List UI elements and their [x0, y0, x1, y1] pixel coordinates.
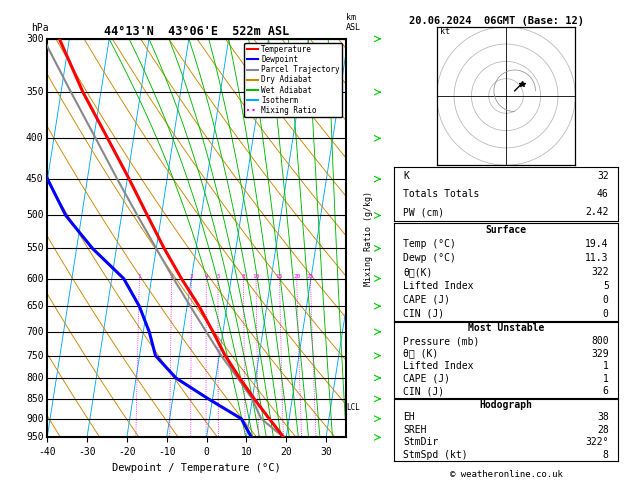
Text: 1: 1: [603, 361, 609, 371]
Text: 20.06.2024  06GMT (Base: 12): 20.06.2024 06GMT (Base: 12): [409, 16, 584, 26]
Text: 800: 800: [591, 336, 609, 346]
Text: 10: 10: [252, 274, 260, 278]
Text: Pressure (mb): Pressure (mb): [403, 336, 480, 346]
Text: 450: 450: [26, 174, 43, 184]
Legend: Temperature, Dewpoint, Parcel Trajectory, Dry Adiabat, Wet Adiabat, Isotherm, Mi: Temperature, Dewpoint, Parcel Trajectory…: [245, 43, 342, 117]
Text: Temp (°C): Temp (°C): [403, 239, 456, 249]
Text: Surface: Surface: [486, 225, 526, 235]
Text: 8: 8: [242, 274, 245, 278]
Text: 28: 28: [597, 425, 609, 434]
Text: 32: 32: [597, 171, 609, 181]
Text: 550: 550: [26, 243, 43, 253]
Text: 5: 5: [603, 281, 609, 291]
Text: Mixing Ratio (g/kg): Mixing Ratio (g/kg): [364, 191, 373, 286]
Text: 2: 2: [170, 274, 174, 278]
Text: StmDir: StmDir: [403, 437, 438, 447]
Text: 6: 6: [603, 386, 609, 396]
Text: 25: 25: [307, 274, 314, 278]
Text: θᴇ (K): θᴇ (K): [403, 348, 438, 359]
Text: 8: 8: [603, 450, 609, 459]
Text: 0: 0: [603, 309, 609, 319]
Text: 2.42: 2.42: [585, 207, 609, 217]
Text: CAPE (J): CAPE (J): [403, 295, 450, 305]
X-axis label: Dewpoint / Temperature (°C): Dewpoint / Temperature (°C): [112, 463, 281, 473]
Text: 3: 3: [190, 274, 194, 278]
Text: 300: 300: [26, 34, 43, 44]
Text: CIN (J): CIN (J): [403, 386, 445, 396]
Text: SREH: SREH: [403, 425, 427, 434]
Text: 4: 4: [204, 274, 208, 278]
Text: Dewp (°C): Dewp (°C): [403, 253, 456, 262]
Text: Totals Totals: Totals Totals: [403, 189, 480, 199]
Text: © weatheronline.co.uk: © weatheronline.co.uk: [450, 470, 563, 479]
Text: Lifted Index: Lifted Index: [403, 361, 474, 371]
Text: 500: 500: [26, 210, 43, 221]
Text: StmSpd (kt): StmSpd (kt): [403, 450, 468, 459]
Text: LCL: LCL: [346, 403, 360, 412]
Text: K: K: [403, 171, 409, 181]
Text: 46: 46: [597, 189, 609, 199]
Text: PW (cm): PW (cm): [403, 207, 445, 217]
Text: 800: 800: [26, 373, 43, 383]
Text: 1: 1: [138, 274, 142, 278]
Text: 19.4: 19.4: [585, 239, 609, 249]
Title: 44°13'N  43°06'E  522m ASL: 44°13'N 43°06'E 522m ASL: [104, 25, 289, 38]
Text: km
ASL: km ASL: [346, 13, 361, 32]
Text: 750: 750: [26, 351, 43, 361]
Text: 322°: 322°: [585, 437, 609, 447]
Text: 20: 20: [293, 274, 301, 278]
Text: hPa: hPa: [31, 23, 48, 33]
Text: 38: 38: [597, 412, 609, 422]
Text: 322: 322: [591, 267, 609, 277]
Text: Hodograph: Hodograph: [479, 400, 533, 410]
Text: 950: 950: [26, 433, 43, 442]
Text: Lifted Index: Lifted Index: [403, 281, 474, 291]
Text: 1: 1: [603, 374, 609, 384]
Text: θᴇ(K): θᴇ(K): [403, 267, 433, 277]
Text: 350: 350: [26, 87, 43, 97]
Text: CAPE (J): CAPE (J): [403, 374, 450, 384]
Text: Most Unstable: Most Unstable: [468, 324, 544, 333]
Text: 5: 5: [216, 274, 220, 278]
Text: 600: 600: [26, 274, 43, 283]
Text: 11.3: 11.3: [585, 253, 609, 262]
Text: 15: 15: [276, 274, 283, 278]
Text: CIN (J): CIN (J): [403, 309, 445, 319]
Text: EH: EH: [403, 412, 415, 422]
Text: 650: 650: [26, 301, 43, 311]
Text: kt: kt: [440, 27, 450, 35]
Text: 329: 329: [591, 348, 609, 359]
Text: 850: 850: [26, 394, 43, 404]
Text: 0: 0: [603, 295, 609, 305]
Text: 700: 700: [26, 327, 43, 337]
Text: 400: 400: [26, 133, 43, 143]
Text: 900: 900: [26, 414, 43, 424]
